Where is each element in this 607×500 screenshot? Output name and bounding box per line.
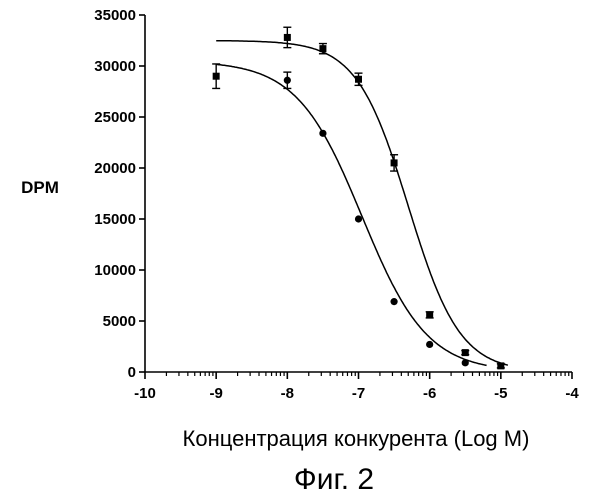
data-point-circle — [354, 215, 363, 223]
y-axis-title: DPM — [21, 178, 59, 197]
y-tick-label: 25000 — [94, 109, 136, 126]
x-tick-label: -4 — [565, 385, 579, 402]
x-tick-label: -7 — [352, 385, 365, 402]
data-point-square — [319, 45, 327, 53]
x-tick-label: -6 — [423, 385, 436, 402]
y-tick-label: 0 — [128, 364, 136, 381]
y-tick-label: 20000 — [94, 160, 136, 177]
data-point-square — [426, 311, 434, 319]
data-point-square — [390, 159, 398, 167]
y-tick-label: 5000 — [103, 313, 136, 330]
data-point-circle — [461, 359, 469, 367]
ticks: 0 5000 10000 15000 20000 25000 30000 35000 -10 -9… — [94, 7, 579, 402]
data-point-square — [497, 362, 505, 370]
data-point-circle — [390, 298, 398, 306]
x-axis-title: Концентрация конкурента (Log M) — [183, 426, 530, 451]
figure-caption: Фиг. 2 — [294, 463, 374, 496]
y-tick-label: 35000 — [94, 7, 136, 24]
fit-curve-2 — [216, 63, 487, 367]
data-point-square — [355, 75, 362, 83]
y-tick-label: 10000 — [94, 262, 136, 279]
data-marks — [212, 26, 505, 370]
x-tick-label: -9 — [209, 385, 222, 402]
data-point-square — [461, 349, 469, 357]
axes — [144, 15, 572, 373]
data-point-square — [283, 33, 291, 41]
data-point-square — [212, 72, 220, 80]
x-tick-label: -8 — [281, 385, 294, 402]
data-point-circle — [426, 340, 434, 349]
data-point-circle — [283, 76, 291, 84]
x-tick-label: -5 — [494, 385, 507, 402]
fit-curve-1 — [216, 39, 509, 366]
y-tick-label: 15000 — [94, 211, 136, 228]
x-tick-label: -10 — [134, 385, 156, 402]
fit-curves — [216, 39, 509, 367]
data-point-circle — [319, 129, 327, 137]
y-tick-label: 30000 — [94, 58, 136, 75]
